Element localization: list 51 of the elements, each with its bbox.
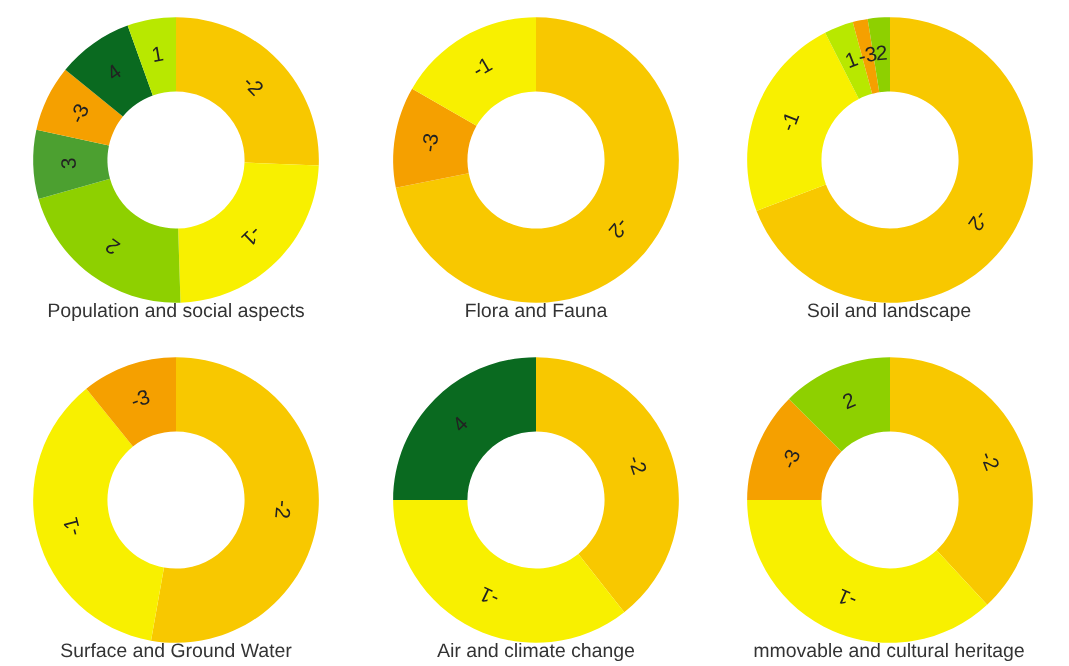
- slice-label: -2: [608, 217, 631, 240]
- text: Air and climate change: [437, 642, 635, 662]
- donut-slice: [38, 178, 181, 303]
- slice-label: -3: [780, 448, 801, 470]
- slice-label: 2: [876, 45, 887, 61]
- slice-label: -1: [62, 516, 81, 537]
- donut-slice: [176, 17, 319, 166]
- slice-label: -2: [967, 210, 990, 232]
- slice-label: -2: [242, 74, 265, 97]
- donut-slice: [393, 357, 536, 500]
- slice-label: 2: [104, 238, 121, 256]
- donut-slice: [178, 162, 319, 303]
- donut-slice: [33, 388, 164, 641]
- donut-slice: [536, 357, 679, 613]
- donut-slice: [747, 398, 842, 500]
- donut-slice: [395, 17, 679, 303]
- donut-slice: [756, 17, 1033, 303]
- donut-slice: [412, 17, 536, 126]
- slice-label: -2: [275, 500, 292, 519]
- text: Surface and Ground Water: [61, 642, 292, 658]
- slice-label: -1: [471, 56, 493, 78]
- donut-slice: [747, 500, 988, 643]
- donut-slice: [788, 357, 890, 452]
- slice-label: 4: [105, 63, 123, 82]
- slice-label: -3: [421, 133, 439, 152]
- donut-slice: [151, 357, 319, 643]
- donut-slice: [393, 88, 477, 188]
- donut-slice: [890, 357, 1033, 605]
- donut-slice: [747, 32, 859, 211]
- slice-label: -3: [68, 102, 90, 125]
- donut-slice: [393, 500, 625, 643]
- text: Soil and landscape: [807, 302, 971, 322]
- slice-label: -3: [129, 388, 151, 409]
- slice-label: 1: [152, 46, 164, 62]
- slice-label: -1: [836, 588, 858, 609]
- slice-label: 1: [844, 51, 859, 68]
- text: mmovable and cultural heritage: [754, 642, 1024, 662]
- text: Flora and Fauna: [466, 302, 608, 318]
- slice-label: -2: [980, 450, 1000, 472]
- donut-slice: [127, 17, 176, 96]
- slice-label: -1: [780, 111, 800, 132]
- slice-label: 4: [451, 415, 469, 433]
- text: Population and social aspects: [48, 302, 304, 322]
- slice-label: -1: [478, 586, 500, 607]
- slice-label: 2: [841, 392, 856, 410]
- donut-slice: [86, 357, 176, 447]
- slice-label: 3: [61, 158, 77, 169]
- slice-label: -2: [628, 454, 648, 475]
- donut-slice: [33, 129, 111, 199]
- slice-label: -3: [857, 45, 878, 64]
- slice-label: -1: [240, 225, 263, 248]
